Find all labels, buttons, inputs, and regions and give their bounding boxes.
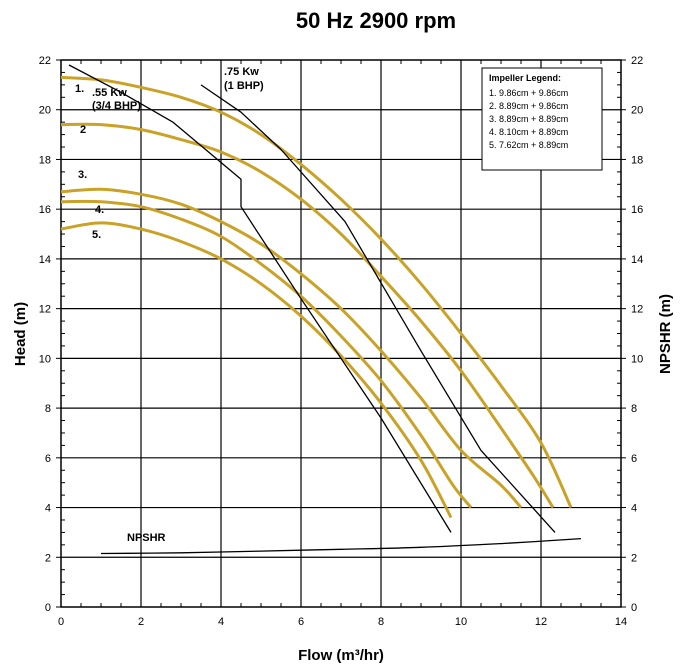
x-tick-label: 0 [58,616,64,628]
motor-label-1bhp: (1 BHP) [224,80,264,92]
impeller-3-curve [60,187,523,509]
curve-label-2: 2 [80,124,86,136]
y-tick-label-left: 12 [39,304,51,316]
motor-label-075kw: .75 Kw [224,66,259,78]
y-tick-label-right: 0 [631,602,637,614]
y-tick-label-right: 20 [631,105,643,117]
x-tick-label: 2 [138,616,144,628]
legend: Impeller Legend: 1. 9.86cm + 9.86cm 2. 8… [481,67,603,171]
y-tick-label-left: 22 [39,55,51,67]
y-tick-label-right: 22 [631,55,643,67]
legend-box [481,67,603,171]
x-tick-label: 12 [535,616,547,628]
curve-label-5: 5. [92,229,101,241]
y-axis-right-label: NPSHR (m) [657,294,674,374]
x-tick-label: 4 [218,616,224,628]
x-tick-label: 14 [615,616,627,628]
y-tick-label-right: 6 [631,453,637,465]
curves [60,64,582,555]
legend-item-1: 1. 9.86cm + 9.86cm [489,88,568,98]
y-axis-label: Head (m) [12,302,29,366]
y-tick-label-right: 14 [631,254,643,266]
y-tick-label-left: 0 [45,602,51,614]
x-tick-label: 6 [298,616,304,628]
x-tick-label: 10 [455,616,467,628]
legend-title: Impeller Legend: [489,73,561,83]
power-075kw-line [200,84,556,533]
y-tick-label-right: 18 [631,154,643,166]
y-tick-label-right: 8 [631,403,637,415]
y-tick-label-left: 6 [45,453,51,465]
power-055kw-line [68,64,452,533]
impeller-1-curve [60,75,573,509]
curve-label-3: 3. [78,169,87,181]
x-axis-label: Flow (m³/hr) [298,647,384,664]
y-tick-label-left: 8 [45,403,51,415]
legend-item-3: 3. 8.89cm + 8.89cm [489,114,568,124]
legend-item-2: 2. 8.89cm + 9.86cm [489,101,568,111]
motor-label-34bhp: (3/4 BHP) [92,100,141,112]
y-tick-label-left: 2 [45,552,51,564]
y-tick-label-left: 10 [39,353,51,365]
y-tick-label-right: 12 [631,304,643,316]
y-tick-label-left: 14 [39,254,51,266]
impeller-4-curve [60,199,473,509]
curve-label-1: 1. [75,83,84,95]
y-tick-label-left: 18 [39,154,51,166]
y-tick-label-left: 4 [45,503,51,515]
motor-label-055kw: .55 Kw [92,87,127,99]
y-tick-label-left: 20 [39,105,51,117]
y-tick-label-left: 16 [39,204,51,216]
impeller-5-curve [60,221,453,519]
chart-title: 50 Hz 2900 rpm [296,8,456,33]
npshr-curve [100,537,582,555]
curve-label-4: 4. [95,204,104,216]
y-tick-label-right: 16 [631,204,643,216]
legend-item-5: 5. 7.62cm + 8.89cm [489,140,568,150]
y-tick-label-right: 4 [631,503,637,515]
y-tick-label-right: 10 [631,353,643,365]
npshr-curve-label: NPSHR [127,532,166,544]
x-tick-label: 8 [378,616,384,628]
legend-item-4: 4. 8.10cm + 8.89cm [489,127,568,137]
y-tick-label-right: 2 [631,552,637,564]
impeller-2-curve [60,122,555,509]
